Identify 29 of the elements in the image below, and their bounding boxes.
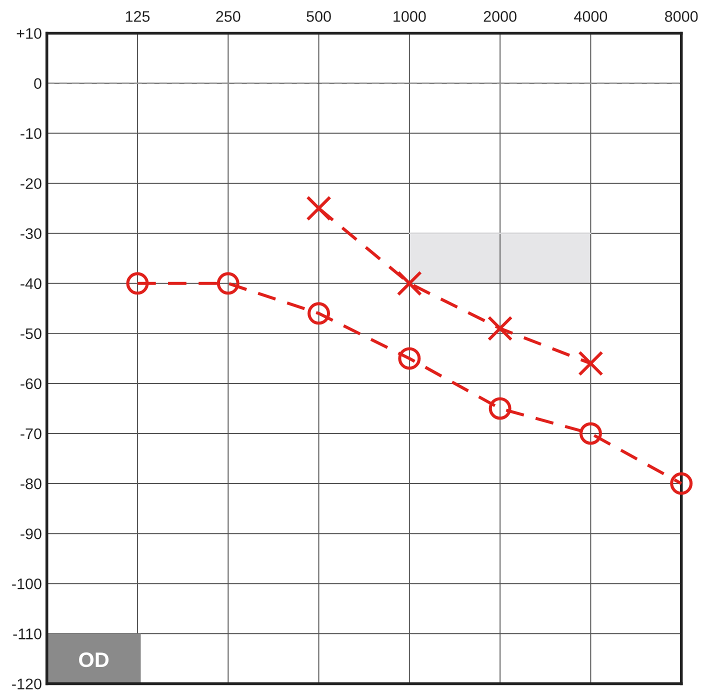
y-tick-label: -20 [20,178,42,190]
point [126,272,149,295]
y-tick-label: -50 [20,328,42,340]
point [216,272,240,295]
x-tick-label: 8000 [665,11,698,22]
y-tick-label: +10 [16,28,42,39]
point [579,422,602,445]
x-tick-label: 4000 [574,11,608,22]
y-tick-label: -60 [20,378,42,390]
y-tick-label: -120 [12,678,42,690]
y-tick-label: -10 [20,128,42,139]
x-tick-label: 500 [306,11,331,22]
y-tick-label: -70 [20,428,42,440]
point [670,472,693,495]
y-tick-label: 0 [34,78,42,89]
point [488,397,512,420]
x-tick-label: 1000 [394,11,426,22]
y-tick-label: -80 [20,478,42,490]
x-tick-label: 2000 [484,11,516,22]
x-tick-label: 250 [216,11,240,22]
point [308,302,330,325]
y-tick-label: -110 [13,628,42,640]
x-tick-label: 125 [126,11,150,22]
y-tick-label: -30 [20,228,42,240]
y-tick-label: -40 [20,278,42,290]
y-tick-label: -90 [20,528,42,540]
point [398,347,421,370]
annotation: OD [79,652,109,668]
y-tick-label: -100 [12,578,42,590]
